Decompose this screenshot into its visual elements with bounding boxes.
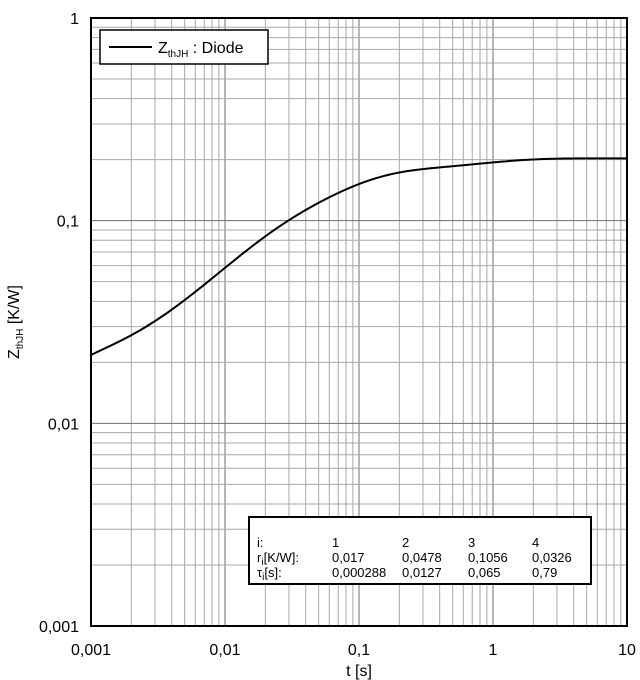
x-tick-label: 1 (489, 642, 498, 659)
y-tick-label: 0,1 (57, 214, 79, 231)
legend: ZthJH : Diode (99, 29, 269, 65)
table-cell-r-3: 0,1056 (468, 550, 508, 565)
table-cell-tau-2: 0,0127 (402, 565, 442, 580)
series-line-diode (90, 157, 627, 356)
parameter-table-box (248, 516, 592, 585)
x-tick-label: 10 (618, 642, 636, 659)
table-cell-tau-1: 0,000288 (332, 565, 386, 580)
table-cell-r-2: 0,0478 (402, 550, 442, 565)
table-row-r-label: ri[K/W]: (257, 550, 299, 568)
table-row-tau-label: τi[s]: (257, 565, 282, 583)
legend-box (99, 29, 269, 65)
table-header-1: 1 (332, 535, 339, 550)
table-cell-r-4: 0,0326 (532, 550, 572, 565)
parameter-table: i: 1 2 3 4 ri[K/W]: 0,017 0,0478 0,1056 … (248, 516, 592, 585)
y-tick-label: 0,01 (48, 416, 79, 433)
plot-frame (90, 17, 628, 627)
y-tick-labels: 0,001 0,01 0,1 1 (39, 11, 79, 636)
table-header-4: 4 (532, 535, 539, 550)
table-cell-tau-4: 0,79 (532, 565, 557, 580)
x-tick-label: 0,01 (209, 642, 240, 659)
table-header-label: i: (257, 535, 264, 550)
table-header-3: 3 (468, 535, 475, 550)
x-tick-label: 0,001 (71, 642, 111, 659)
table-header-2: 2 (402, 535, 409, 550)
y-axis-label: ZthJH [K/W] (6, 285, 26, 359)
x-tick-label: 0,1 (348, 642, 370, 659)
table-cell-r-1: 0,017 (332, 550, 365, 565)
x-axis-label: t [s] (346, 663, 372, 680)
x-tick-labels: 0,001 0,01 0,1 1 10 (71, 642, 636, 659)
table-cell-tau-3: 0,065 (468, 565, 501, 580)
y-tick-label: 0,001 (39, 619, 79, 636)
legend-label-diode: ZthJH : Diode (158, 40, 244, 60)
y-tick-label: 1 (70, 11, 79, 28)
